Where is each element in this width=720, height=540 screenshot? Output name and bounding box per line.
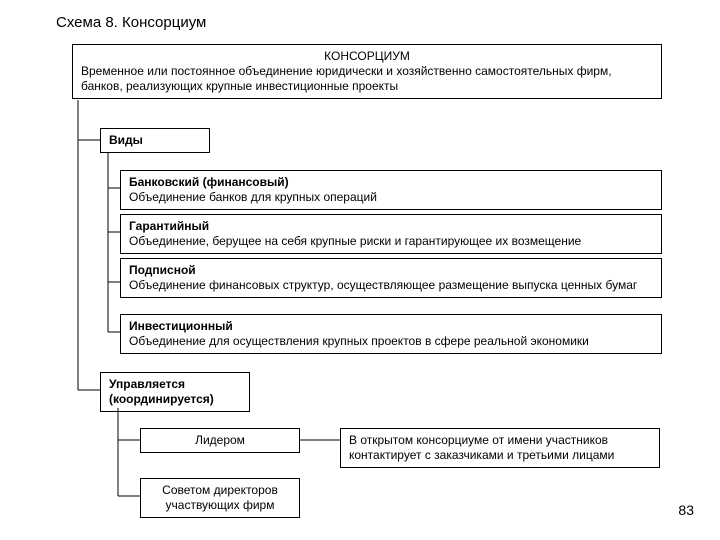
management-option-label: Лидером [195, 433, 245, 447]
definition-heading: КОНСОРЦИУМ [81, 49, 653, 64]
management-note-box: В открытом консорциуме от имени участник… [340, 428, 660, 468]
page-number: 83 [678, 502, 694, 518]
type-title: Гарантийный [129, 219, 653, 234]
type-box-bankovskiy: Банковский (финансовый) Объединение банк… [120, 170, 662, 210]
management-option-line2: участвующих фирм [149, 498, 291, 513]
type-box-garantiyniy: Гарантийный Объединение, берущее на себя… [120, 214, 662, 254]
type-desc: Объединение финансовых структур, осущест… [129, 278, 653, 293]
type-desc: Объединение для осуществления крупных пр… [129, 334, 653, 349]
type-box-podpisnoy: Подписной Объединение финансовых структу… [120, 258, 662, 298]
types-label-box: Виды [100, 128, 210, 153]
management-heading-line1: Управляется [109, 377, 241, 392]
type-title: Подписной [129, 263, 653, 278]
page: Схема 8. Консорциум КОНСОРЦИУМ Временное… [0, 0, 720, 540]
type-desc: Объединение банков для крупных операций [129, 190, 653, 205]
type-desc: Объединение, берущее на себя крупные рис… [129, 234, 653, 249]
management-option-board: Советом директоров участвующих фирм [140, 478, 300, 518]
types-label: Виды [109, 133, 143, 147]
type-title: Банковский (финансовый) [129, 175, 653, 190]
management-heading-line2: (координируется) [109, 392, 241, 407]
management-option-leader: Лидером [140, 428, 300, 453]
management-note-text: В открытом консорциуме от имени участник… [349, 433, 614, 462]
diagram-title: Схема 8. Консорциум [56, 14, 206, 31]
type-box-investitsionniy: Инвестиционный Объединение для осуществл… [120, 314, 662, 354]
management-heading-box: Управляется (координируется) [100, 372, 250, 412]
definition-text: Временное или постоянное объединение юри… [81, 64, 653, 94]
management-option-line1: Советом директоров [149, 483, 291, 498]
type-title: Инвестиционный [129, 319, 653, 334]
definition-box: КОНСОРЦИУМ Временное или постоянное объе… [72, 44, 662, 99]
